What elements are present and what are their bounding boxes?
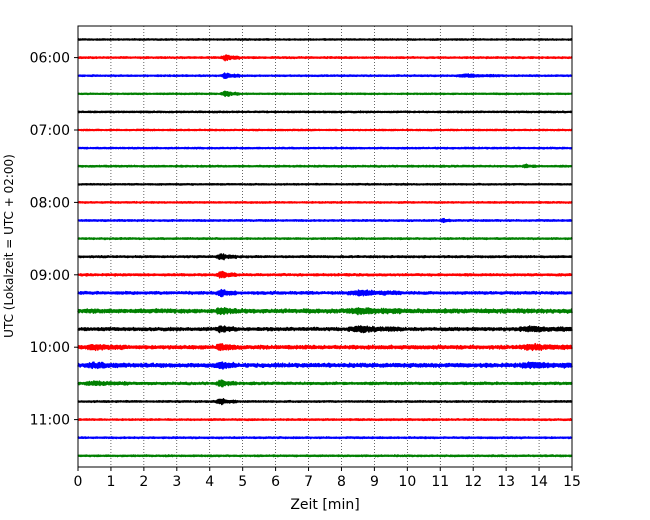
seismogram-trace bbox=[77, 200, 573, 204]
x-tick-label: 12 bbox=[464, 474, 482, 490]
x-tick-label: 14 bbox=[530, 474, 548, 490]
seismogram-trace bbox=[77, 217, 573, 224]
seismogram-trace bbox=[77, 288, 573, 298]
seismogram-trace bbox=[77, 54, 573, 62]
seismogram-trace bbox=[77, 379, 573, 388]
seismogram-trace bbox=[77, 237, 573, 241]
x-axis-title: Zeit [min] bbox=[290, 497, 359, 513]
y-tick-label: 06:00 bbox=[30, 51, 70, 67]
plot-frame bbox=[77, 25, 573, 468]
seismogram-trace bbox=[77, 72, 573, 79]
seismogram-trace bbox=[77, 436, 573, 440]
seismogram-trace bbox=[77, 128, 573, 132]
seismogram-trace bbox=[77, 361, 573, 370]
x-tick-label: 3 bbox=[172, 474, 181, 490]
x-tick-label: 15 bbox=[563, 474, 581, 490]
x-tick-label: 2 bbox=[139, 474, 148, 490]
y-axis-ticks: 06:00 07:00 08:00 09:00 10:00 11:00 bbox=[30, 51, 78, 429]
seismogram-trace bbox=[77, 90, 573, 98]
plot-area bbox=[77, 25, 573, 468]
x-tick-label: 13 bbox=[497, 474, 515, 490]
x-tick-label: 11 bbox=[431, 474, 449, 490]
x-tick-label: 9 bbox=[370, 474, 379, 490]
y-tick-label: 09:00 bbox=[30, 268, 70, 284]
seismogram-trace bbox=[77, 38, 573, 41]
seismogram-trace bbox=[77, 182, 573, 186]
seismogram-trace bbox=[77, 418, 573, 422]
seismogram-trace bbox=[77, 270, 573, 279]
x-tick-label: 1 bbox=[106, 474, 115, 490]
x-tick-label: 6 bbox=[271, 474, 280, 490]
y-axis-title: UTC (Lokalzeit = UTC + 02:00) bbox=[2, 154, 16, 338]
seismogram-trace bbox=[77, 398, 573, 406]
x-tick-label: 7 bbox=[304, 474, 313, 490]
x-tick-label: 4 bbox=[205, 474, 214, 490]
seismogram-trace bbox=[77, 253, 573, 261]
y-tick-label: 07:00 bbox=[30, 123, 70, 139]
x-tick-label: 10 bbox=[398, 474, 416, 490]
seismogram-trace bbox=[77, 454, 573, 458]
x-axis-ticks: 0 1 2 3 4 5 6 7 8 9 10 11 12 13 14 15 bbox=[74, 467, 581, 490]
seismogram-trace bbox=[77, 307, 573, 316]
seismogram-traces bbox=[77, 38, 573, 458]
x-tick-label: 5 bbox=[238, 474, 247, 490]
seismogram-trace bbox=[77, 110, 573, 114]
plot-background bbox=[78, 26, 572, 467]
x-tick-label: 0 bbox=[74, 474, 83, 490]
x-tick-label: 8 bbox=[337, 474, 346, 490]
y-tick-label: 08:00 bbox=[30, 195, 70, 211]
seismogram-trace bbox=[77, 342, 573, 352]
seismogram-trace bbox=[77, 163, 573, 169]
seismogram-trace bbox=[77, 325, 573, 334]
y-tick-label: 10:00 bbox=[30, 340, 70, 356]
y-tick-label: 11:00 bbox=[30, 413, 70, 429]
seismogram-trace bbox=[77, 146, 573, 150]
